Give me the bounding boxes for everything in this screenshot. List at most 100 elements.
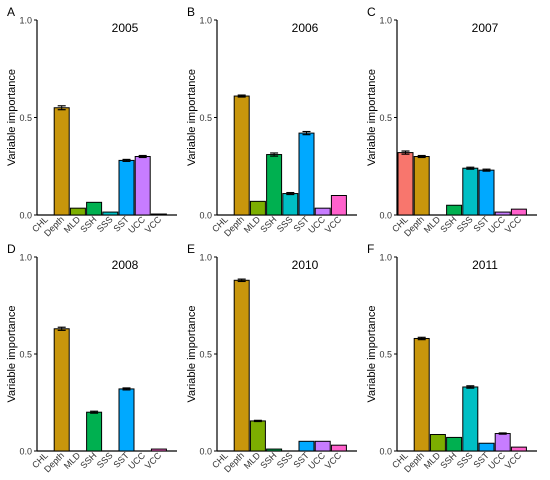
- y-tick-label: 1.0: [19, 253, 32, 263]
- panel-label: C: [367, 5, 376, 19]
- y-tick-label: 0.0: [19, 447, 32, 457]
- x-tick-label: UCC: [306, 214, 327, 235]
- x-tick-label: MLD: [242, 214, 263, 235]
- bar-vcc: [330, 195, 347, 216]
- y-tick-label: 1.0: [379, 253, 392, 263]
- bar-ssh: [86, 411, 103, 452]
- y-tick-label: 0.0: [379, 211, 392, 221]
- x-tick-label: MLD: [62, 214, 83, 235]
- bar-depth: [413, 156, 430, 216]
- bar-vcc: [150, 213, 167, 216]
- bar-ssh: [446, 204, 463, 216]
- x-tick-label: UCC: [126, 450, 147, 471]
- x-tick-label: SSH: [78, 450, 98, 470]
- x-tick-label: SSS: [275, 214, 295, 234]
- y-tick-label: 1.0: [379, 16, 392, 26]
- panel-title: 2005: [112, 21, 139, 35]
- x-tick-label: VCC: [503, 450, 524, 471]
- bar-ucc: [494, 211, 511, 216]
- x-tick-label: UCC: [486, 214, 507, 235]
- bar-ucc: [314, 207, 331, 216]
- bar-ucc: [134, 156, 151, 216]
- panel-title: 2008: [112, 258, 139, 272]
- bar-mld: [249, 200, 266, 216]
- x-tick-label: MLD: [422, 450, 443, 471]
- panel-label: E: [187, 242, 195, 256]
- panel-label: A: [7, 5, 15, 19]
- panel-label: D: [7, 242, 16, 256]
- x-tick-label: SSS: [95, 214, 115, 234]
- y-tick-label: 0.0: [379, 447, 392, 457]
- bar-depth: [413, 337, 430, 452]
- x-tick-label: MLD: [242, 450, 263, 471]
- bar-ucc: [314, 440, 331, 452]
- y-tick-label: 0.5: [19, 113, 32, 123]
- x-tick-label: SSH: [78, 214, 98, 234]
- bar-vcc: [510, 208, 527, 216]
- x-tick-label: SSH: [438, 214, 458, 234]
- x-tick-label: VCC: [323, 450, 344, 471]
- bar-sst: [298, 440, 315, 452]
- bar-sss: [282, 193, 299, 216]
- panel-label: B: [187, 5, 195, 19]
- bar-chl: [397, 152, 414, 216]
- x-tick-label: SSS: [275, 450, 295, 470]
- bar-sst: [478, 442, 495, 452]
- y-tick-label: 0.0: [19, 211, 32, 221]
- x-tick-label: MLD: [62, 450, 83, 471]
- panel-title: 2010: [292, 258, 319, 272]
- y-axis-label: Variable importance: [6, 69, 18, 166]
- y-tick-label: 0.0: [199, 447, 212, 457]
- bar-mld: [69, 207, 86, 216]
- bar-depth: [53, 328, 70, 452]
- bar-depth: [233, 279, 250, 452]
- y-tick-label: 0.5: [199, 113, 212, 123]
- x-tick-label: SSS: [455, 214, 475, 234]
- bar-sss: [102, 211, 119, 216]
- bar-mld: [249, 420, 266, 452]
- bar-ssh: [86, 201, 103, 216]
- bar-sst: [478, 169, 495, 216]
- bar-sst: [298, 132, 315, 216]
- bar-ssh: [266, 154, 283, 216]
- x-tick-label: SSH: [438, 450, 458, 470]
- x-tick-label: VCC: [323, 214, 344, 235]
- bar-sst: [118, 388, 135, 452]
- x-tick-label: SSH: [258, 450, 278, 470]
- x-tick-label: UCC: [486, 450, 507, 471]
- y-axis-label: Variable importance: [186, 69, 198, 166]
- y-tick-label: 0.0: [199, 211, 212, 221]
- bar-vcc: [150, 448, 167, 452]
- x-tick-label: SSS: [455, 450, 475, 470]
- x-tick-label: VCC: [503, 214, 524, 235]
- panel-title: 2007: [472, 21, 499, 35]
- y-tick-label: 1.0: [199, 16, 212, 26]
- y-axis-label: Variable importance: [6, 305, 18, 402]
- panel-label: F: [367, 242, 374, 256]
- y-axis-label: Variable importance: [186, 305, 198, 402]
- bar-sst: [118, 159, 135, 216]
- y-tick-label: 0.5: [199, 350, 212, 360]
- y-tick-label: 0.5: [379, 350, 392, 360]
- y-axis-label: Variable importance: [366, 305, 378, 402]
- y-axis-label: Variable importance: [366, 69, 378, 166]
- y-tick-label: 1.0: [199, 253, 212, 263]
- x-tick-label: UCC: [306, 450, 327, 471]
- bar-mld: [429, 434, 446, 452]
- x-tick-label: UCC: [126, 214, 147, 235]
- bar-vcc: [510, 446, 527, 452]
- bar-vcc: [330, 444, 347, 452]
- y-tick-label: 0.5: [19, 350, 32, 360]
- y-tick-label: 1.0: [19, 16, 32, 26]
- x-tick-label: MLD: [422, 214, 443, 235]
- y-tick-label: 0.5: [379, 113, 392, 123]
- x-tick-label: VCC: [143, 450, 164, 471]
- bar-ssh: [446, 436, 463, 452]
